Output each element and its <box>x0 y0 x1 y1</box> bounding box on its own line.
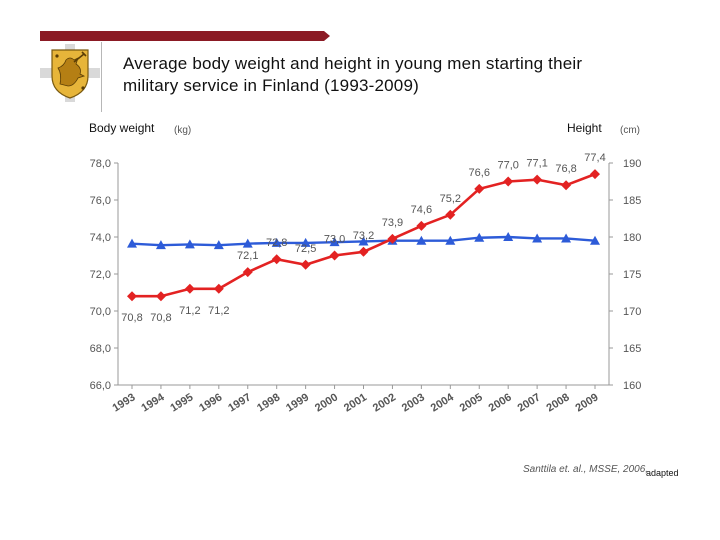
weight-data-label: 77,1 <box>526 158 547 170</box>
weight-point <box>503 176 514 187</box>
x-tick-label: 1993 <box>110 391 137 414</box>
weight-point <box>271 254 282 265</box>
slide-title-line2: military service in Finland (1993-2009) <box>123 76 419 95</box>
x-tick-label: 1997 <box>226 391 253 414</box>
weight-data-label: 74,6 <box>411 204 432 216</box>
right-axis-unit: (cm) <box>620 125 640 136</box>
x-tick-label: 2006 <box>487 391 514 414</box>
weight-data-label: 77,4 <box>584 152 605 164</box>
height-point <box>474 232 485 242</box>
right-tick-label: 190 <box>623 158 641 170</box>
height-point <box>532 233 543 243</box>
x-tick-label: 2002 <box>371 391 398 414</box>
slide-title: Average body weight and height in young … <box>123 53 683 97</box>
x-tick-label: 2009 <box>573 391 600 414</box>
x-tick-label: 1995 <box>168 391 195 414</box>
weight-point <box>329 250 340 261</box>
right-tick-label: 175 <box>623 269 641 281</box>
left-tick-label: 70,0 <box>90 306 111 318</box>
x-tick-label: 2007 <box>516 391 543 414</box>
weight-data-label: 70,8 <box>150 312 171 324</box>
weight-point <box>561 180 572 191</box>
weight-data-label: 73,9 <box>382 217 403 229</box>
weight-point <box>242 267 253 278</box>
height-point <box>271 237 282 247</box>
left-axis-unit: (kg) <box>174 125 192 136</box>
weight-data-label: 72,5 <box>295 243 316 255</box>
left-tick-label: 68,0 <box>90 343 111 355</box>
x-tick-label: 1994 <box>139 391 167 415</box>
height-point <box>155 240 166 250</box>
header-divider <box>101 42 102 112</box>
weight-point <box>358 246 369 257</box>
height-point <box>590 235 600 245</box>
weight-point <box>213 283 224 294</box>
height-point <box>561 233 572 243</box>
lion-coat-of-arms-logo <box>38 44 102 102</box>
weight-point <box>127 291 137 302</box>
x-tick-label: 2004 <box>429 391 457 415</box>
weight-point <box>445 209 456 220</box>
x-tick-label: 2001 <box>342 391 369 414</box>
height-point <box>184 239 195 249</box>
x-tick-label: 2005 <box>458 391 485 414</box>
right-tick-label: 160 <box>623 380 641 392</box>
right-tick-label: 165 <box>623 343 641 355</box>
left-tick-label: 66,0 <box>90 380 111 392</box>
adapted-note: adapted <box>646 468 679 478</box>
left-tick-label: 76,0 <box>90 195 111 207</box>
right-tick-label: 185 <box>623 195 641 207</box>
x-tick-label: 2008 <box>545 391 572 414</box>
citation: Santtila et. al., MSSE, 2006, <box>523 464 649 475</box>
left-tick-label: 78,0 <box>90 158 111 170</box>
weight-point <box>300 259 311 270</box>
height-point <box>213 240 224 250</box>
weight-data-label: 71,2 <box>208 305 229 317</box>
weight-point <box>532 174 543 185</box>
weight-data-label: 70,8 <box>121 312 142 324</box>
weight-data-label: 75,2 <box>440 193 461 205</box>
height-point <box>127 238 137 248</box>
x-tick-label: 1999 <box>284 391 311 414</box>
height-point <box>300 237 311 247</box>
accent-bar-shape <box>40 31 330 41</box>
weight-data-label: 71,2 <box>179 305 200 317</box>
weight-data-label: 77,0 <box>497 160 518 172</box>
weight-point <box>184 283 195 294</box>
weight-point <box>416 220 427 231</box>
height-point <box>416 235 427 245</box>
weight-data-label: 72,8 <box>266 237 287 249</box>
height-point <box>358 236 369 246</box>
height-point <box>503 232 514 241</box>
x-tick-label: 2000 <box>313 391 340 414</box>
weight-point <box>387 233 398 244</box>
x-tick-label: 2003 <box>400 391 427 414</box>
right-tick-label: 170 <box>623 306 641 318</box>
left-axis-label: Body weight <box>89 121 155 135</box>
weight-data-label: 73,0 <box>324 234 345 246</box>
x-tick-label: 1998 <box>255 391 282 414</box>
left-tick-label: 74,0 <box>90 232 111 244</box>
weight-point <box>590 169 600 180</box>
left-tick-label: 72,0 <box>90 269 111 281</box>
height-point <box>242 238 253 248</box>
right-axis-label: Height <box>567 121 602 135</box>
x-tick-label: 1996 <box>197 391 224 414</box>
right-tick-label: 180 <box>623 232 641 244</box>
title-accent-bar <box>40 31 330 41</box>
weight-point <box>155 291 166 302</box>
slide-title-line1: Average body weight and height in young … <box>123 54 583 73</box>
weight-data-label: 73,2 <box>353 230 374 242</box>
weight-point <box>474 183 485 194</box>
height-point <box>445 235 456 245</box>
weight-data-label: 76,8 <box>555 163 576 175</box>
weight-data-label: 72,1 <box>237 250 258 262</box>
height-point <box>329 237 340 247</box>
weight-data-label: 76,6 <box>469 167 490 179</box>
